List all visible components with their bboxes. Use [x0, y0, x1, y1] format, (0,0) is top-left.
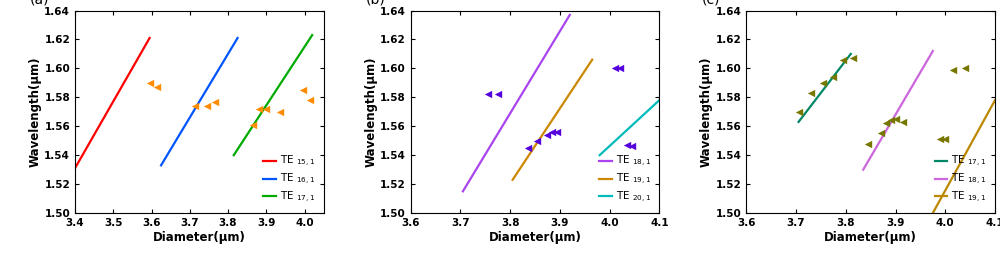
Point: [815, 81, 831, 85]
Point: [480, 92, 496, 97]
Point: [544, 130, 560, 134]
TE $_{19,1}$: [927, 211, 939, 215]
Line: TE $_{19,1}$: TE $_{19,1}$: [513, 60, 592, 180]
Point: [142, 81, 158, 85]
Point: [895, 120, 911, 124]
Point: [945, 68, 961, 72]
Point: [529, 139, 545, 143]
Legend: TE $_{15,1}$, TE $_{16,1}$, TE $_{17,1}$: TE $_{15,1}$, TE $_{16,1}$, TE $_{17,1}$: [260, 151, 318, 208]
X-axis label: Diameter(μm): Diameter(μm): [489, 231, 581, 244]
Point: [957, 66, 973, 70]
Point: [878, 121, 894, 125]
Point: [825, 75, 841, 79]
Point: [258, 107, 274, 111]
Point: [251, 107, 267, 111]
Point: [835, 58, 851, 62]
Point: [490, 92, 506, 97]
Point: [272, 110, 288, 114]
Text: (b): (b): [366, 0, 386, 7]
Point: [549, 130, 565, 134]
Point: [295, 88, 311, 92]
TE $_{19,1}$: [586, 58, 598, 61]
TE $_{18,1}$: [857, 168, 869, 171]
Line: TE $_{15,1}$: TE $_{15,1}$: [75, 38, 150, 168]
Line: TE $_{19,1}$: TE $_{19,1}$: [933, 100, 995, 213]
TE $_{17,1}$: [228, 154, 240, 157]
Line: TE $_{16,1}$: TE $_{16,1}$: [161, 38, 238, 165]
Legend: TE $_{18,1}$, TE $_{19,1}$, TE $_{20,1}$: TE $_{18,1}$, TE $_{19,1}$, TE $_{20,1}$: [596, 151, 654, 208]
TE $_{15,1}$: [144, 37, 156, 40]
TE $_{20,1}$: [653, 99, 665, 102]
TE $_{16,1}$: [155, 164, 167, 167]
Y-axis label: Wavelength(μm): Wavelength(μm): [700, 57, 713, 167]
Point: [873, 132, 889, 136]
TE $_{18,1}$: [927, 49, 939, 53]
TE $_{17,1}$: [793, 120, 805, 124]
Line: TE $_{20,1}$: TE $_{20,1}$: [600, 100, 659, 155]
Text: (a): (a): [30, 0, 50, 7]
Point: [624, 144, 640, 149]
TE $_{15,1}$: [69, 167, 81, 170]
Line: TE $_{18,1}$: TE $_{18,1}$: [863, 51, 933, 170]
Text: (c): (c): [702, 0, 720, 7]
Y-axis label: Wavelength(μm): Wavelength(μm): [28, 57, 41, 167]
Point: [888, 117, 904, 121]
X-axis label: Diameter(μm): Diameter(μm): [824, 231, 917, 244]
Point: [619, 143, 635, 147]
Point: [932, 137, 948, 141]
Point: [607, 66, 623, 70]
Point: [803, 91, 819, 95]
Point: [245, 123, 261, 127]
Point: [845, 56, 861, 60]
TE $_{17,1}$: [306, 34, 318, 37]
Point: [187, 104, 203, 108]
Point: [199, 104, 215, 108]
TE $_{20,1}$: [594, 154, 606, 157]
Point: [883, 118, 899, 123]
Point: [791, 110, 807, 114]
Line: TE $_{17,1}$: TE $_{17,1}$: [799, 54, 851, 122]
Point: [520, 146, 536, 150]
Point: [860, 141, 876, 146]
Point: [937, 137, 953, 141]
TE $_{16,1}$: [232, 37, 244, 40]
Point: [612, 66, 628, 70]
Line: TE $_{17,1}$: TE $_{17,1}$: [234, 35, 312, 155]
Point: [149, 85, 165, 89]
Point: [539, 133, 555, 137]
Point: [302, 98, 318, 102]
TE $_{19,1}$: [507, 178, 519, 181]
Legend: TE $_{17,1}$, TE $_{18,1}$, TE $_{19,1}$: TE $_{17,1}$, TE $_{18,1}$, TE $_{19,1}$: [932, 151, 990, 208]
TE $_{17,1}$: [845, 52, 857, 55]
X-axis label: Diameter(μm): Diameter(μm): [153, 231, 246, 244]
TE $_{19,1}$: [989, 99, 1000, 102]
Y-axis label: Wavelength(μm): Wavelength(μm): [364, 57, 377, 167]
Point: [207, 99, 223, 104]
